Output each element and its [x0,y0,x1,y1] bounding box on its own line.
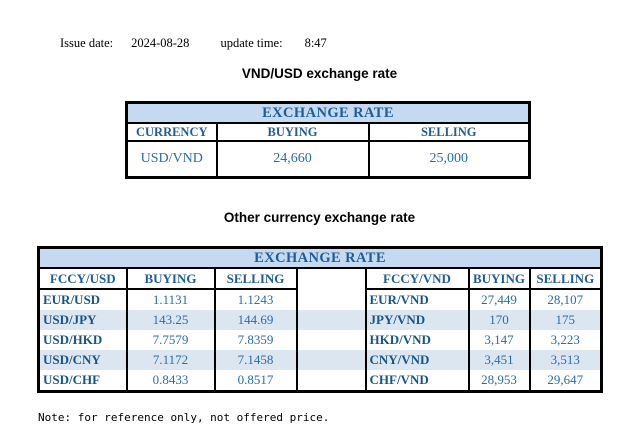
usd-selling-cell: 0.8517 [213,370,298,392]
vnd-buying-cell: 27,449 [467,289,531,310]
other-currency-section-heading: Other currency exchange rate [223,210,416,225]
col-header-usd-selling: SELLING [213,267,298,290]
table-row-chf: USD/CHF 0.8433 0.8517 CHF/VND 28,953 29,… [37,370,603,392]
vnd-selling-cell: 29,647 [528,370,603,392]
pair-usd-cell: USD/CNY [37,350,128,370]
vnd-buying-cell: 3,451 [467,350,531,370]
update-time-value: 8:47 [304,36,327,50]
table-row-cny: USD/CNY 7.1172 7.1458 CNY/VND 3,451 3,51… [37,350,603,370]
usd-buying-cell: 143.25 [125,310,216,330]
vnd-selling-cell: 3,223 [528,330,603,350]
issue-date-label: Issue date: [60,36,114,50]
table-title: EXCHANGE RATE [125,101,531,124]
col-header-fccy-usd: FCCY/USD [37,267,128,290]
usd-buying-cell: 0.8433 [125,370,216,392]
col-header-currency: CURRENCY [125,122,218,142]
col-header-fccy-vnd: FCCY/VND [364,267,470,290]
vnd-usd-section-heading: VND/USD exchange rate [241,66,398,81]
table-title: EXCHANGE RATE [37,246,603,269]
pair-vnd-cell: JPY/VND [364,310,470,330]
pair-vnd-cell: HKD/VND [364,330,470,350]
spacer-cell [295,370,367,392]
spacer-cell [295,330,367,350]
buying-rate-cell: 24,660 [215,140,370,179]
pair-usd-cell: USD/HKD [37,330,128,350]
pair-usd-cell: EUR/USD [37,289,128,310]
pair-usd-cell: USD/JPY [37,310,128,330]
col-header-selling: SELLING [367,122,531,142]
table-row-hkd: USD/HKD 7.7579 7.8359 HKD/VND 3,147 3,22… [37,330,603,350]
vnd-buying-cell: 3,147 [467,330,531,350]
spacer-cell [295,267,367,289]
usd-buying-cell: 7.7579 [125,330,216,350]
usd-buying-cell: 1.1131 [125,289,216,310]
usd-selling-cell: 1.1243 [213,289,298,310]
usd-selling-cell: 7.1458 [213,350,298,370]
vnd-selling-cell: 28,107 [528,289,603,310]
col-header-vnd-buying: BUYING [467,267,531,290]
spacer-cell [295,310,367,330]
usd-buying-cell: 7.1172 [125,350,216,370]
selling-rate-cell: 25,000 [367,140,531,179]
other-currency-rate-table: EXCHANGE RATE FCCY/USD BUYING SELLING FC… [37,246,604,393]
update-time-label: update time: [220,36,283,50]
currency-pair-cell: USD/VND [125,140,218,179]
table-row-jpy: USD/JPY 143.25 144.69 JPY/VND 170 175 [37,310,603,330]
column-header-row: CURRENCY BUYING SELLING [125,122,531,142]
issue-date-value: 2024-08-28 [131,36,190,50]
pair-vnd-cell: CHF/VND [364,370,470,392]
col-header-buying: BUYING [215,122,370,142]
pair-vnd-cell: EUR/VND [364,289,470,310]
column-header-row: FCCY/USD BUYING SELLING FCCY/VND BUYING … [37,267,603,290]
col-header-usd-buying: BUYING [125,267,216,290]
vnd-selling-cell: 3,513 [528,350,603,370]
table-title-row: EXCHANGE RATE [125,101,531,124]
vnd-buying-cell: 28,953 [467,370,531,392]
spacer-cell [295,289,367,310]
usd-selling-cell: 144.69 [213,310,298,330]
vnd-selling-cell: 175 [528,310,603,330]
pair-vnd-cell: CNY/VND [364,350,470,370]
spacer-cell [295,350,367,370]
reference-note: Note: for reference only, not offered pr… [38,411,330,424]
usd-vnd-rate-table: EXCHANGE RATE CURRENCY BUYING SELLING US… [125,101,532,179]
vnd-buying-cell: 170 [467,310,531,330]
issue-line: Issue date: 2024-08-28 update time: 8:47 [60,36,327,51]
pair-usd-cell: USD/CHF [37,370,128,392]
table-title-row: EXCHANGE RATE [37,246,603,269]
table-row-eur: EUR/USD 1.1131 1.1243 EUR/VND 27,449 28,… [37,289,603,310]
col-header-vnd-selling: SELLING [528,267,603,290]
table-row: USD/VND 24,660 25,000 [125,140,531,179]
usd-selling-cell: 7.8359 [213,330,298,350]
